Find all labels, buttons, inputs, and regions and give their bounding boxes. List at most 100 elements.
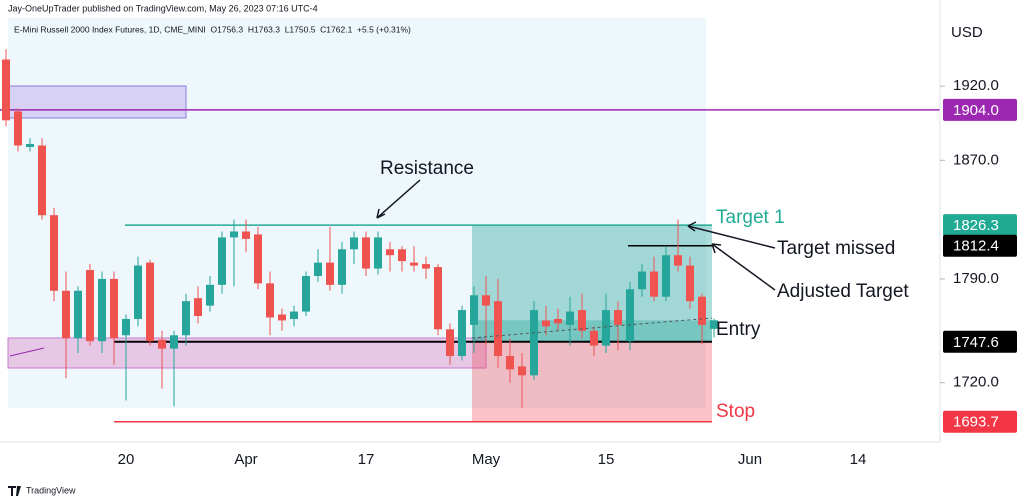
y-tick-label: 1720.0 bbox=[953, 374, 999, 391]
annotation: Entry bbox=[716, 319, 761, 340]
candle-body bbox=[662, 255, 670, 297]
price-label-bg bbox=[943, 330, 1017, 353]
candle-body bbox=[338, 249, 346, 285]
candle-body bbox=[686, 265, 694, 302]
annotation: Resistance bbox=[380, 158, 474, 179]
candle-body bbox=[170, 335, 178, 349]
annotation: Stop bbox=[716, 401, 755, 422]
candle-body bbox=[218, 237, 226, 285]
candle-body bbox=[2, 59, 10, 121]
candle-body bbox=[590, 330, 598, 346]
candle-body bbox=[182, 301, 190, 336]
candle-body bbox=[290, 311, 298, 319]
candle-body bbox=[422, 264, 430, 269]
candle-body bbox=[434, 267, 442, 330]
x-tick-label: 20 bbox=[118, 451, 135, 468]
candle-body bbox=[602, 310, 610, 346]
candle-body bbox=[26, 144, 34, 147]
candle-body bbox=[458, 310, 466, 357]
candle-body bbox=[446, 329, 454, 357]
price-label: 1826.3 bbox=[953, 217, 999, 234]
demand-zone bbox=[7, 337, 487, 369]
candle-body bbox=[626, 289, 634, 342]
price-label: 1904.0 bbox=[953, 102, 999, 119]
candle-body bbox=[62, 290, 70, 339]
candle-body bbox=[146, 262, 154, 342]
candle-body bbox=[14, 111, 22, 146]
candle-body bbox=[98, 278, 106, 342]
price-label-bg bbox=[943, 410, 1017, 433]
candle-body bbox=[74, 290, 82, 339]
x-tick-label: 15 bbox=[598, 451, 615, 468]
supply-zone bbox=[7, 85, 187, 119]
arrow-head bbox=[711, 243, 722, 254]
arrow bbox=[711, 243, 776, 291]
candle-body bbox=[230, 231, 238, 238]
candle-body bbox=[362, 237, 370, 269]
y-tick-label: 1920.0 bbox=[953, 77, 999, 94]
candle-body bbox=[158, 339, 166, 349]
candle-body bbox=[470, 295, 478, 325]
x-tick-label: Apr bbox=[234, 451, 257, 468]
candle-body bbox=[254, 234, 262, 284]
candle-body bbox=[194, 298, 202, 316]
candle-body bbox=[674, 255, 682, 266]
candle-body bbox=[398, 249, 406, 262]
x-tick-label: 17 bbox=[358, 451, 375, 468]
currency: USD bbox=[951, 24, 983, 41]
arrow-head bbox=[687, 221, 697, 232]
candle-body bbox=[542, 320, 550, 327]
price-label-bg bbox=[943, 234, 1017, 257]
position-line bbox=[471, 317, 713, 339]
candle-body bbox=[530, 310, 538, 376]
candle-body bbox=[506, 356, 514, 370]
candle-body bbox=[242, 231, 250, 239]
x-tick-label: Jun bbox=[738, 451, 762, 468]
candle-body bbox=[50, 215, 58, 291]
candle-body bbox=[326, 262, 334, 285]
logo bbox=[8, 486, 21, 496]
candle-body bbox=[122, 318, 130, 336]
candle-body bbox=[110, 278, 118, 339]
trend-stub bbox=[9, 347, 45, 357]
candle-body bbox=[86, 270, 94, 342]
candle-body bbox=[278, 314, 286, 321]
candle-body bbox=[374, 237, 382, 269]
price-label-bg bbox=[943, 214, 1017, 237]
price-label: 1747.6 bbox=[953, 334, 999, 351]
annotation: Target missed bbox=[777, 238, 895, 259]
candle-body bbox=[386, 249, 394, 256]
loss-zone bbox=[472, 341, 712, 422]
brand: TradingView bbox=[26, 485, 76, 495]
candle-body bbox=[614, 310, 622, 325]
y-tick-label: 1790.0 bbox=[953, 270, 999, 287]
price-label: 1693.7 bbox=[953, 414, 999, 431]
y-tick-label: 1870.0 bbox=[953, 151, 999, 168]
candle-body bbox=[638, 271, 646, 290]
candle-body bbox=[518, 366, 526, 376]
candle-body bbox=[134, 265, 142, 319]
price-label-bg bbox=[943, 98, 1017, 121]
candle-body bbox=[302, 275, 310, 312]
candle-body bbox=[578, 310, 586, 331]
arrow bbox=[376, 179, 421, 219]
x-tick-label: 14 bbox=[850, 451, 867, 468]
x-tick-label: May bbox=[472, 451, 501, 468]
publisher: Jay-OneUpTrader published on TradingView… bbox=[8, 3, 318, 13]
candle-body bbox=[650, 271, 658, 297]
arrow bbox=[687, 225, 776, 249]
price-label: 1812.4 bbox=[953, 238, 999, 255]
candle-body bbox=[566, 311, 574, 325]
candle-body bbox=[38, 145, 46, 216]
annotation: Adjusted Target bbox=[777, 281, 909, 302]
candle-body bbox=[698, 296, 706, 325]
arrow-head bbox=[376, 208, 386, 219]
candle-body bbox=[206, 284, 214, 306]
profit-zone bbox=[472, 225, 712, 342]
candle-body bbox=[494, 301, 502, 357]
annotation: Target 1 bbox=[716, 207, 785, 228]
candle-body bbox=[710, 320, 718, 329]
chart-title: E-Mini Russell 2000 Index Futures, 1D, C… bbox=[14, 24, 411, 34]
candle-body bbox=[410, 262, 418, 266]
